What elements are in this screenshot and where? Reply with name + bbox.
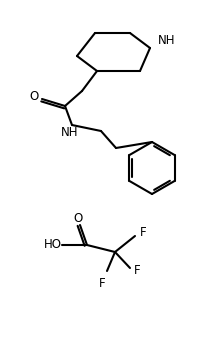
Text: O: O	[29, 90, 39, 103]
Text: NH: NH	[158, 35, 176, 47]
Text: F: F	[134, 264, 141, 277]
Text: O: O	[73, 212, 83, 225]
Text: F: F	[140, 226, 147, 239]
Text: NH: NH	[61, 127, 79, 140]
Text: F: F	[99, 277, 105, 290]
Text: HO: HO	[44, 238, 62, 251]
